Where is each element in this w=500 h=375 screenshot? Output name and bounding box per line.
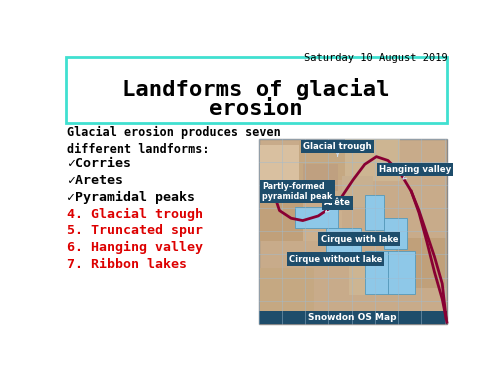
Text: Cirque without lake: Cirque without lake [288,255,382,264]
Text: erosion: erosion [210,99,303,119]
Bar [349,253,388,295]
Bar [326,228,361,255]
Text: Partly-formed
pyramidal peak: Partly-formed pyramidal peak [262,182,333,201]
Text: ✓Corries: ✓Corries [67,157,131,170]
Bar [388,251,415,294]
Text: ✓Aretes: ✓Aretes [67,174,123,187]
Text: Glacial trough: Glacial trough [304,142,372,156]
Text: 7. Ribbon lakes: 7. Ribbon lakes [67,258,187,271]
Bar [260,268,314,310]
Text: 6. Hanging valley: 6. Hanging valley [67,242,203,254]
Bar [260,199,303,242]
Text: 4. Glacial trough: 4. Glacial trough [67,207,203,220]
Text: Glacial erosion produces seven
different landforms:: Glacial erosion produces seven different… [67,126,281,156]
Bar [365,195,384,230]
Text: Cirque with lake: Cirque with lake [320,234,398,243]
Bar [295,207,338,228]
Text: Arête: Arête [324,198,351,212]
Bar [342,176,372,207]
Bar [258,311,447,324]
Text: Landforms of glacial: Landforms of glacial [122,78,390,100]
Text: Snowdon OS Map: Snowdon OS Map [308,313,397,322]
Text: ✓Pyramidal peaks: ✓Pyramidal peaks [67,190,195,204]
Bar [260,145,299,180]
Bar [384,218,407,249]
Bar [299,141,346,180]
Text: Hanging valley: Hanging valley [379,165,451,179]
Bar [303,164,338,191]
Bar [258,139,447,324]
Bar [346,139,400,181]
Bar [400,145,446,180]
Bar [66,57,447,123]
Bar [396,237,446,288]
Text: Saturday 10 August 2019: Saturday 10 August 2019 [304,54,448,63]
Text: 5. Truncated spur: 5. Truncated spur [67,224,203,237]
Bar [365,251,388,294]
Bar [303,210,342,242]
